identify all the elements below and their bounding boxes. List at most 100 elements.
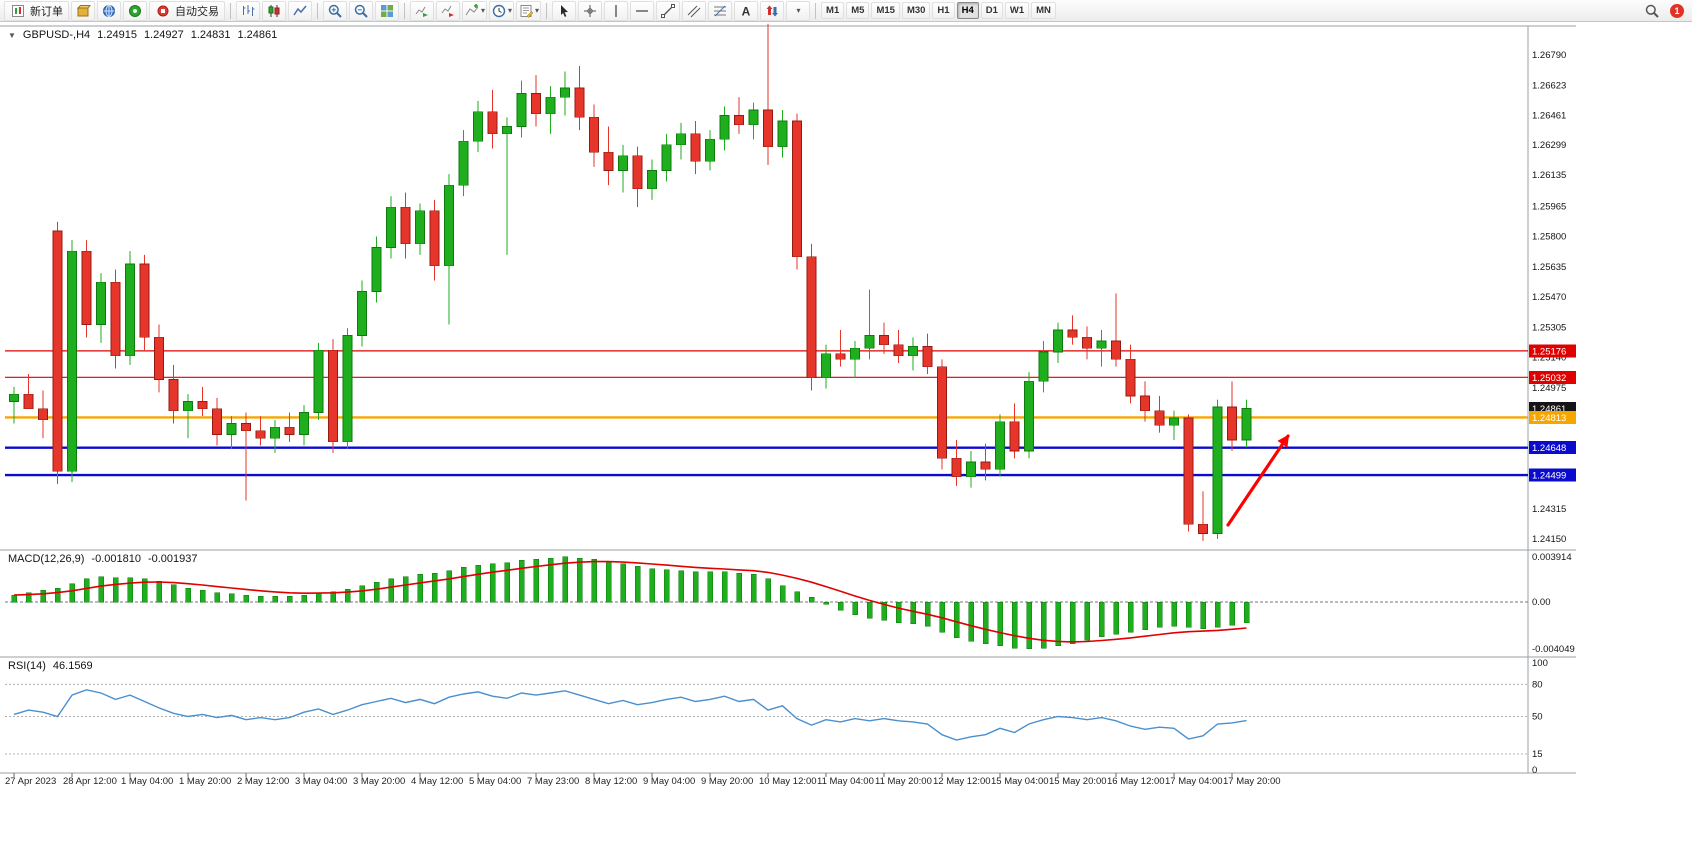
horizontal-line-icon — [634, 3, 650, 19]
svg-text:16 May 12:00: 16 May 12:00 — [1107, 776, 1165, 787]
market-watch-button[interactable] — [71, 0, 95, 21]
svg-text:1.25470: 1.25470 — [1532, 292, 1566, 303]
crosshair-button[interactable] — [578, 0, 603, 21]
crosshair-icon — [582, 3, 598, 19]
chevron-down-icon[interactable]: ▾ — [796, 6, 801, 15]
trend-arrow[interactable] — [1226, 434, 1290, 527]
svg-text:-0.004049: -0.004049 — [1532, 644, 1575, 655]
candlestick-chart-button[interactable] — [262, 0, 286, 21]
tile-windows-icon — [379, 3, 395, 19]
svg-text:A: A — [742, 4, 751, 18]
svg-text:28 Apr 12:00: 28 Apr 12:00 — [63, 776, 117, 787]
svg-text:17 May 20:00: 17 May 20:00 — [1223, 776, 1281, 787]
timeframe-h4-button[interactable]: H4 — [956, 2, 979, 19]
timeframe-mn-button[interactable]: MN — [1031, 2, 1056, 19]
svg-text:11 May 20:00: 11 May 20:00 — [875, 776, 932, 787]
horizontal-level-lines[interactable] — [5, 350, 1528, 477]
zoom-out-button[interactable] — [349, 0, 373, 21]
svg-text:15 May 20:00: 15 May 20:00 — [1049, 776, 1107, 787]
timeframe-m30-button[interactable]: M30 — [901, 2, 931, 19]
indicators-icon — [464, 3, 480, 19]
bar-chart-button[interactable] — [236, 0, 260, 21]
svg-text:1.26299: 1.26299 — [1532, 140, 1566, 151]
svg-text:15 May 04:00: 15 May 04:00 — [991, 776, 1049, 787]
cursor-icon — [556, 3, 572, 19]
toolbar-separator — [404, 2, 405, 19]
timeframe-m5-button[interactable]: M5 — [846, 2, 870, 19]
svg-text:1.24861: 1.24861 — [1532, 404, 1566, 415]
chevron-down-icon[interactable]: ▾ — [508, 6, 513, 15]
more-shapes-button[interactable]: ▾ — [786, 0, 811, 21]
svg-text:1.24648: 1.24648 — [1532, 443, 1566, 454]
svg-text:1.26461: 1.26461 — [1532, 110, 1566, 121]
new-order-button[interactable]: 新订单 — [4, 0, 69, 21]
chevron-down-icon[interactable]: ▾ — [481, 6, 486, 15]
svg-text:80: 80 — [1532, 679, 1543, 690]
timeframe-w1-button[interactable]: W1 — [1004, 2, 1030, 19]
chart-shift-button[interactable] — [436, 0, 460, 21]
periods-button[interactable]: ▾ — [489, 0, 515, 21]
price-scale[interactable]: 1.26790 1.26623 1.26461 1.26299 1.26135 1.259… — [1529, 50, 1576, 545]
search-icon — [1644, 3, 1660, 19]
templates-button[interactable]: ▾ — [516, 0, 542, 21]
auto-scroll-icon — [414, 3, 430, 19]
svg-text:1.25032: 1.25032 — [1532, 373, 1566, 384]
toolbar-separator — [546, 2, 548, 19]
zoom-in-button[interactable] — [323, 0, 347, 21]
vertical-line-button[interactable] — [604, 0, 629, 21]
timeframe-h1-button[interactable]: H1 — [932, 2, 955, 19]
trendline-icon — [660, 3, 676, 19]
fibonacci-button[interactable] — [708, 0, 733, 21]
notification-badge[interactable]: 1 — [1670, 3, 1684, 18]
community-icon — [101, 3, 117, 19]
search-button[interactable] — [1640, 1, 1664, 21]
svg-text:50: 50 — [1532, 712, 1543, 723]
indicators-button[interactable]: ▾ — [462, 0, 488, 21]
toolbar-separator — [317, 2, 318, 19]
time-axis[interactable]: 27 Apr 2023 28 Apr 12:00 1 May 04:00 1 May … — [5, 773, 1281, 787]
pivot-badge: 1.24813 — [1529, 410, 1576, 424]
svg-text:10 May 12:00: 10 May 12:00 — [759, 776, 817, 787]
toolbar: 新订单 自动交易 ▾ ▾ ▾ A ▾ M1 M5 M15 M30 H1 H4 D1 W1 MN 1 — [0, 0, 1692, 22]
periods-icon — [491, 3, 507, 19]
svg-text:1.25305: 1.25305 — [1532, 322, 1566, 333]
support-button[interactable] — [123, 0, 147, 21]
bar-chart-icon — [240, 3, 256, 19]
svg-text:0.003914: 0.003914 — [1532, 552, 1572, 563]
channel-button[interactable] — [682, 0, 707, 21]
timeframe-m15-button[interactable]: M15 — [871, 2, 900, 19]
horizontal-line-button[interactable] — [630, 0, 655, 21]
resistance-badge-2: 1.25032 — [1529, 370, 1576, 384]
market-watch-icon — [75, 3, 91, 19]
candlestick-chart-icon — [266, 3, 282, 19]
chart-canvas[interactable]: 1.26790 1.26623 1.26461 1.26299 1.26135 1.259… — [0, 22, 1692, 855]
community-button[interactable] — [97, 0, 121, 21]
line-chart-icon — [292, 3, 308, 19]
svg-text:12 May 12:00: 12 May 12:00 — [933, 776, 991, 787]
svg-text:1.26790: 1.26790 — [1532, 50, 1566, 61]
timeframe-d1-button[interactable]: D1 — [980, 2, 1003, 19]
svg-text:1 May 04:00: 1 May 04:00 — [121, 776, 173, 787]
cursor-button[interactable] — [552, 0, 577, 21]
timeframe-m1-button[interactable]: M1 — [821, 2, 845, 19]
tile-windows-button[interactable] — [375, 0, 399, 21]
svg-text:1.26623: 1.26623 — [1532, 81, 1566, 92]
templates-icon — [518, 3, 534, 19]
svg-text:8 May 12:00: 8 May 12:00 — [585, 776, 637, 787]
auto-trading-icon — [155, 3, 171, 19]
candlesticks — [9, 23, 1252, 541]
chevron-down-icon[interactable]: ▾ — [535, 6, 540, 15]
trendline-button[interactable] — [656, 0, 681, 21]
svg-text:2 May 12:00: 2 May 12:00 — [237, 776, 289, 787]
svg-text:1.25800: 1.25800 — [1532, 232, 1566, 243]
chart-area[interactable]: 1.26790 1.26623 1.26461 1.26299 1.26135 1.259… — [0, 22, 1692, 855]
svg-text:1.25140: 1.25140 — [1532, 353, 1566, 364]
line-chart-button[interactable] — [288, 0, 312, 21]
auto-trading-button[interactable]: 自动交易 — [149, 0, 225, 21]
svg-text:0.00: 0.00 — [1532, 597, 1551, 608]
arrows-tool-button[interactable] — [760, 0, 785, 21]
text-label-button[interactable]: A — [734, 0, 759, 21]
auto-scroll-button[interactable] — [410, 0, 434, 21]
auto-trading-label: 自动交易 — [175, 5, 219, 18]
svg-text:1.24975: 1.24975 — [1532, 383, 1566, 394]
